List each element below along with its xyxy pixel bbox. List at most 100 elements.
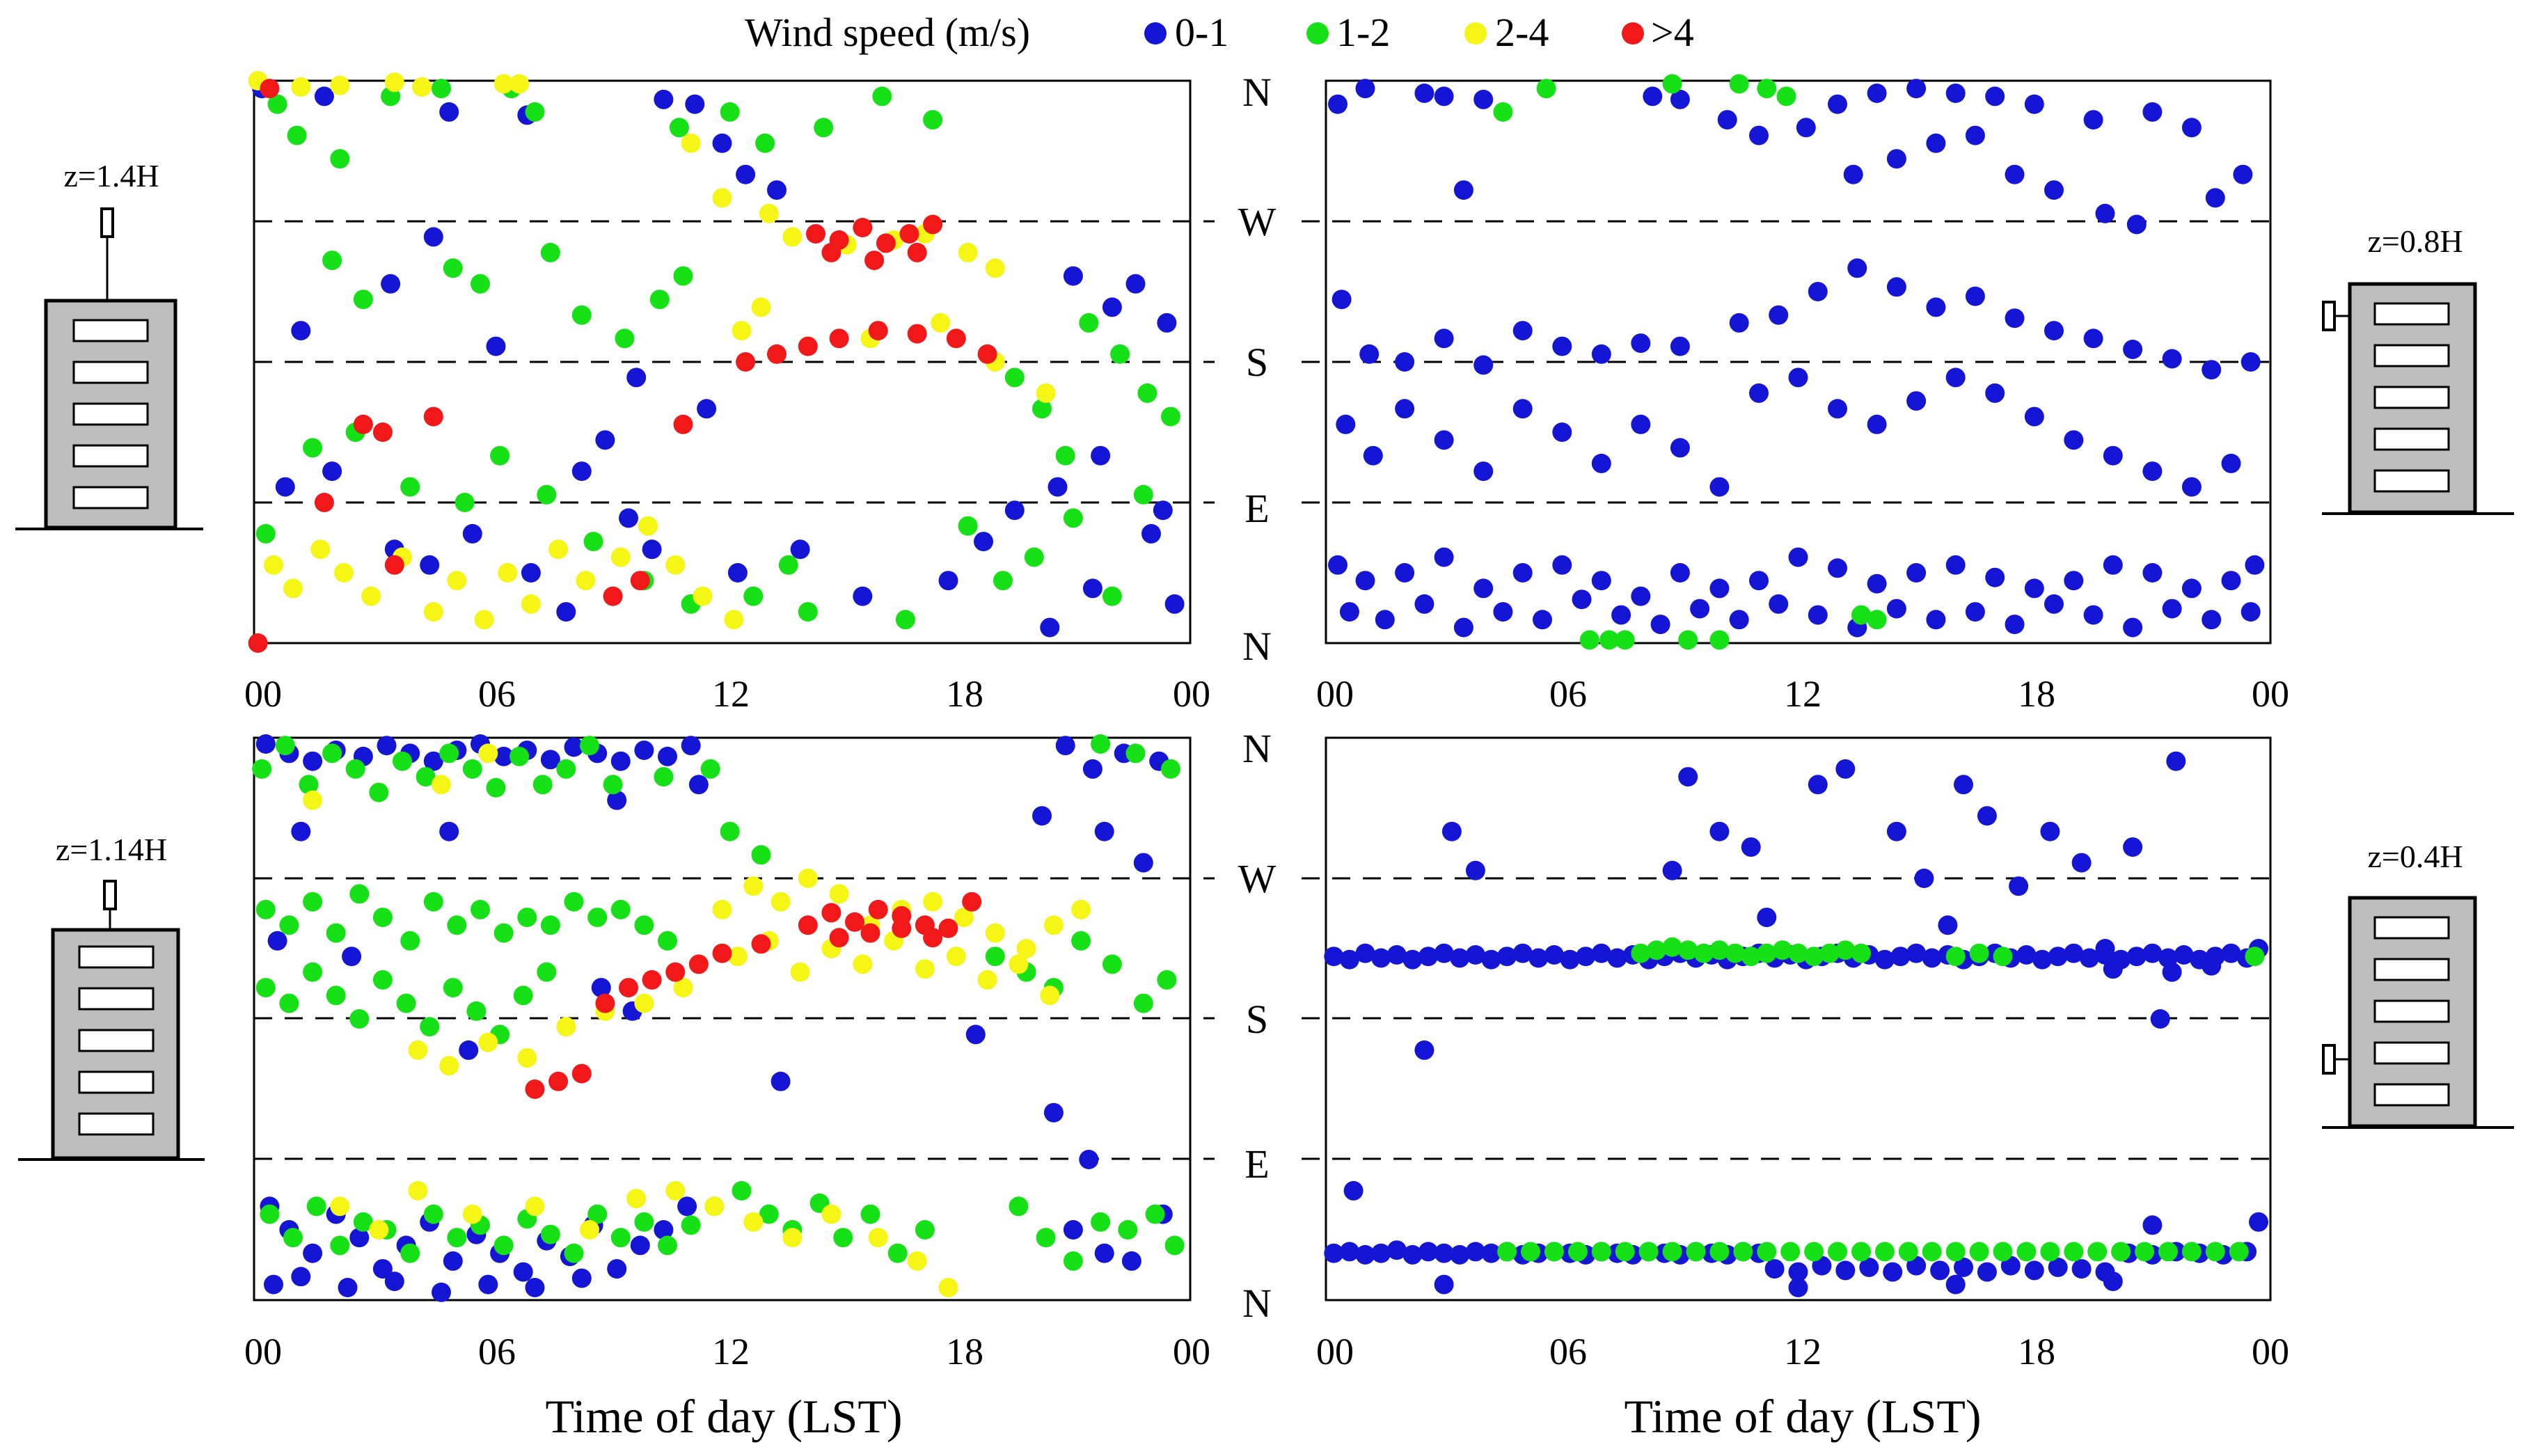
data-point-0-1 — [1371, 1243, 1391, 1263]
data-point-0-1 — [1709, 821, 1730, 841]
legend-label-2-4: 2-4 — [1495, 10, 1549, 55]
data-point-0-1 — [493, 746, 514, 766]
data-point-0-1 — [1906, 391, 1927, 411]
data-point-1-2 — [1945, 1242, 1966, 1262]
data-point-1-2 — [299, 775, 319, 795]
data-point-2-4 — [821, 1204, 841, 1224]
data-point-0-1 — [1576, 947, 1596, 967]
data-point-1-2 — [654, 767, 674, 787]
data-point-1-2 — [2205, 1242, 2225, 1262]
data-point-1-2 — [1063, 1251, 1083, 1271]
data-point-2-4 — [868, 1228, 888, 1248]
data-point-gt4 — [923, 928, 943, 948]
data-point-1-2 — [1638, 1242, 1659, 1262]
data-point-1-2 — [1662, 937, 1682, 957]
data-point-0-1 — [1874, 949, 1895, 970]
data-point-0-1 — [1473, 355, 1494, 375]
x-tick: 12 — [712, 673, 750, 715]
data-point-0-1 — [1906, 943, 1927, 963]
data-point-0-1 — [1729, 312, 1749, 333]
data-point-1-2 — [1164, 1235, 1185, 1256]
data-point-1-2 — [860, 1204, 880, 1224]
data-point-1-2 — [564, 892, 584, 912]
data-point-1-2 — [649, 290, 670, 310]
data-point-1-2 — [1788, 943, 1808, 963]
data-point-0-1 — [1465, 860, 1485, 880]
data-point-1-2 — [673, 266, 693, 286]
window — [2373, 999, 2450, 1023]
data-point-1-2 — [1835, 940, 1856, 960]
data-point-0-1 — [1481, 1243, 1501, 1263]
data-point-0-1 — [1883, 1262, 1903, 1282]
data-point-0-1 — [1890, 947, 1911, 967]
data-point-0-1 — [1985, 567, 2005, 587]
data-point-0-1 — [322, 461, 342, 482]
data-point-0-1 — [1690, 599, 1710, 619]
data-point-0-1 — [2162, 962, 2182, 982]
data-point-1-2 — [439, 743, 459, 763]
data-point-0-1 — [1886, 599, 1906, 619]
data-point-1-2 — [447, 1228, 467, 1248]
data-point-1-2 — [532, 775, 553, 795]
data-point-1-2 — [915, 1220, 935, 1240]
data-point-1-2 — [1133, 993, 1153, 1013]
legend-label-0-1: 0-1 — [1175, 10, 1228, 55]
data-point-0-1 — [1670, 89, 1690, 109]
data-point-0-1 — [1749, 571, 1769, 591]
data-point-0-1 — [2024, 1260, 2044, 1281]
data-point-gt4 — [899, 224, 919, 244]
data-point-0-1 — [1945, 555, 1966, 575]
data-point-2-4 — [770, 892, 791, 912]
window — [2373, 427, 2450, 451]
data-point-0-1 — [1063, 266, 1083, 286]
data-point-1-2 — [1851, 943, 1871, 963]
data-point-0-1 — [2083, 605, 2103, 625]
data-point-0-1 — [1414, 1040, 1435, 1060]
data-point-0-1 — [1945, 1274, 1966, 1295]
data-point-0-1 — [1512, 943, 1533, 963]
data-point-gt4 — [798, 336, 818, 356]
x-tick: 06 — [478, 673, 516, 715]
data-point-0-1 — [1938, 915, 1958, 935]
data-point-gt4 — [767, 344, 787, 364]
data-point-0-1 — [1328, 94, 1348, 114]
data-point-1-2 — [993, 571, 1013, 591]
panel-top-left — [248, 71, 1215, 653]
data-point-1-2 — [517, 908, 537, 928]
sensor-icon — [2322, 301, 2336, 331]
data-point-1-2 — [759, 1204, 779, 1224]
data-point-0-1 — [2064, 943, 2084, 963]
data-point-0-1 — [634, 741, 654, 760]
data-point-0-1 — [727, 563, 748, 583]
data-point-0-1 — [1717, 110, 1737, 130]
data-point-1-2 — [923, 110, 943, 130]
data-point-0-1 — [1434, 943, 1454, 963]
plot-frame — [253, 79, 1192, 644]
data-point-gt4 — [806, 224, 825, 244]
data-point-0-1 — [1859, 1257, 1879, 1277]
data-point-0-1 — [1591, 943, 1611, 963]
data-point-2-4 — [1043, 915, 1064, 935]
legend-marker-1-2 — [1306, 22, 1329, 45]
data-point-1-2 — [1567, 1242, 1588, 1262]
data-point-0-1 — [1670, 563, 1690, 583]
tr-points — [1328, 74, 2265, 650]
data-point-0-1 — [1082, 759, 1103, 779]
data-point-0-1 — [264, 1274, 283, 1295]
data-point-1-2 — [833, 1228, 853, 1248]
data-point-1-2 — [443, 978, 463, 998]
data-point-2-4 — [333, 563, 354, 583]
data-point-0-1 — [2221, 943, 2241, 963]
data-point-1-2 — [493, 923, 514, 943]
data-point-0-1 — [439, 102, 459, 122]
data-point-1-2 — [279, 993, 299, 1013]
data-point-0-1 — [1082, 578, 1103, 599]
data-point-0-1 — [1481, 949, 1501, 970]
data-point-1-2 — [255, 523, 276, 544]
bl-points — [252, 734, 1185, 1302]
data-point-2-4 — [408, 1040, 428, 1060]
data-point-1-2 — [1024, 547, 1044, 567]
data-point-2-4 — [782, 1228, 803, 1248]
data-point-1-2 — [396, 993, 416, 1013]
data-point-0-1 — [2064, 571, 2084, 591]
